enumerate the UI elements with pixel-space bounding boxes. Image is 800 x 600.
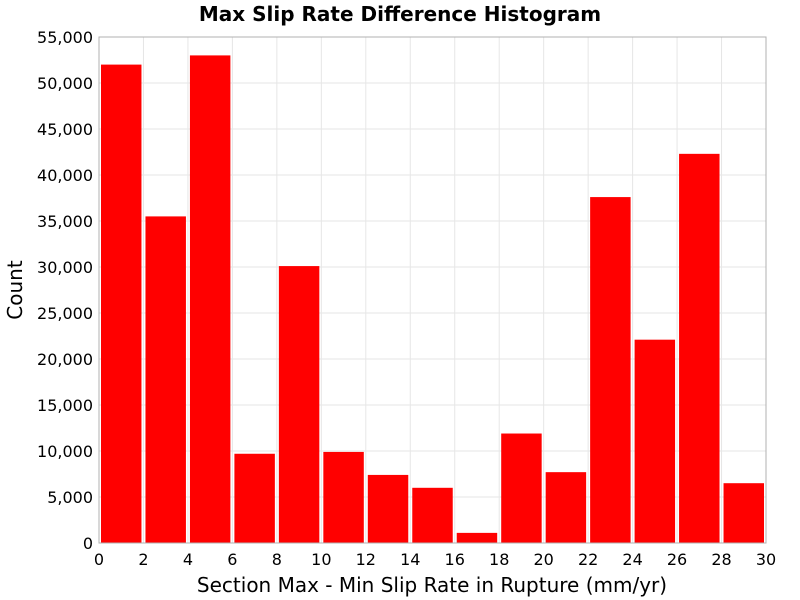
histogram-bar xyxy=(456,532,498,543)
histogram-bar xyxy=(412,487,453,543)
y-tick-labels: 0 5,000 10,000 15,000 20,000 25,000 30,000 35,0… xyxy=(37,28,93,553)
x-tick-label: 22 xyxy=(578,550,598,569)
bars xyxy=(101,55,764,544)
histogram-bar xyxy=(145,216,186,543)
y-tick-label: 15,000 xyxy=(37,396,93,415)
x-tick-label: 6 xyxy=(227,550,237,569)
x-tick-label: 10 xyxy=(311,550,331,569)
x-tick-label: 18 xyxy=(489,550,509,569)
histogram-bar xyxy=(278,266,320,543)
y-tick-label: 35,000 xyxy=(37,212,93,231)
plot-frame xyxy=(98,36,767,544)
histogram-bar xyxy=(367,474,409,543)
x-tick-labels: 0 2 4 6 8 10 12 14 16 18 20 22 24 26 28 30 xyxy=(94,550,776,569)
x-tick-label: 8 xyxy=(272,550,282,569)
histogram-bar xyxy=(590,197,631,543)
y-tick-label: 0 xyxy=(83,534,93,553)
y-tick-label: 30,000 xyxy=(37,258,93,277)
x-tick-label: 24 xyxy=(622,550,642,569)
histogram-bar xyxy=(501,433,542,543)
histogram-bar xyxy=(234,453,275,543)
y-tick-label: 5,000 xyxy=(47,488,93,507)
histogram-bar xyxy=(723,483,764,543)
histogram-bar xyxy=(679,153,720,543)
x-tick-label: 14 xyxy=(400,550,420,569)
histogram-bar xyxy=(101,64,142,543)
histogram-bar xyxy=(545,472,587,543)
y-axis-label: Count xyxy=(3,260,27,320)
y-tick-label: 20,000 xyxy=(37,350,93,369)
y-tick-label: 10,000 xyxy=(37,442,93,461)
x-tick-label: 4 xyxy=(183,550,193,569)
y-tick-label: 45,000 xyxy=(37,120,93,139)
x-tick-label: 16 xyxy=(445,550,465,569)
x-tick-label: 12 xyxy=(356,550,376,569)
chart-title: Max Slip Rate Difference Histogram xyxy=(199,2,601,26)
x-tick-label: 20 xyxy=(533,550,553,569)
x-tick-label: 26 xyxy=(667,550,687,569)
histogram-bar xyxy=(634,339,676,543)
x-tick-label: 30 xyxy=(756,550,776,569)
x-tick-label: 2 xyxy=(138,550,148,569)
histogram-bar xyxy=(323,451,364,543)
y-tick-label: 50,000 xyxy=(37,74,93,93)
x-tick-label: 28 xyxy=(711,550,731,569)
x-axis-label: Section Max - Min Slip Rate in Rupture (… xyxy=(197,573,667,597)
y-tick-label: 25,000 xyxy=(37,304,93,323)
histogram-bar xyxy=(189,55,231,544)
y-tick-label: 40,000 xyxy=(37,166,93,185)
x-tick-label: 0 xyxy=(94,550,104,569)
y-tick-label: 55,000 xyxy=(37,28,93,47)
